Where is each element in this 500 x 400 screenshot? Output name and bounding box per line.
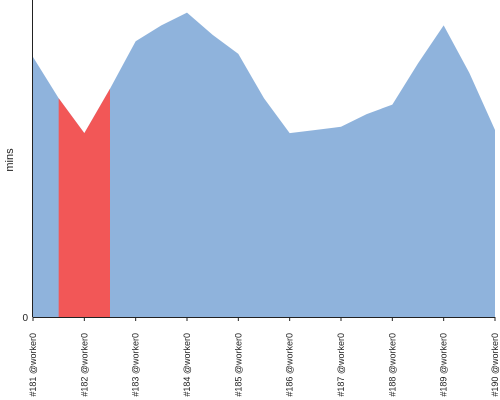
- x-tick-label: #185 @worker0: [233, 333, 243, 397]
- x-tick-label: #184 @worker0: [182, 333, 192, 397]
- y-tick-label: 0: [22, 313, 28, 324]
- y-axis-label: mins: [4, 148, 16, 172]
- x-tick-label: #190 @worker0: [490, 333, 500, 397]
- x-tick-label: #181 @worker0: [28, 333, 38, 397]
- x-tick-label: #188 @worker0: [387, 333, 397, 397]
- plot-area: [33, 12, 495, 318]
- x-tick-label: #182 @worker0: [79, 333, 89, 397]
- area-series: [33, 12, 495, 318]
- y-ticks: 0: [22, 313, 28, 324]
- x-tick-label: #189 @worker0: [439, 333, 449, 397]
- x-tick-label: #186 @worker0: [285, 333, 295, 397]
- highlighted-area: [58, 88, 110, 317]
- x-ticks: #181 @worker0 #182 @worker0 #183 @worker0 #…: [28, 317, 500, 397]
- x-tick-label: #183 @worker0: [131, 333, 141, 397]
- x-tick-label: #187 @worker0: [336, 333, 346, 397]
